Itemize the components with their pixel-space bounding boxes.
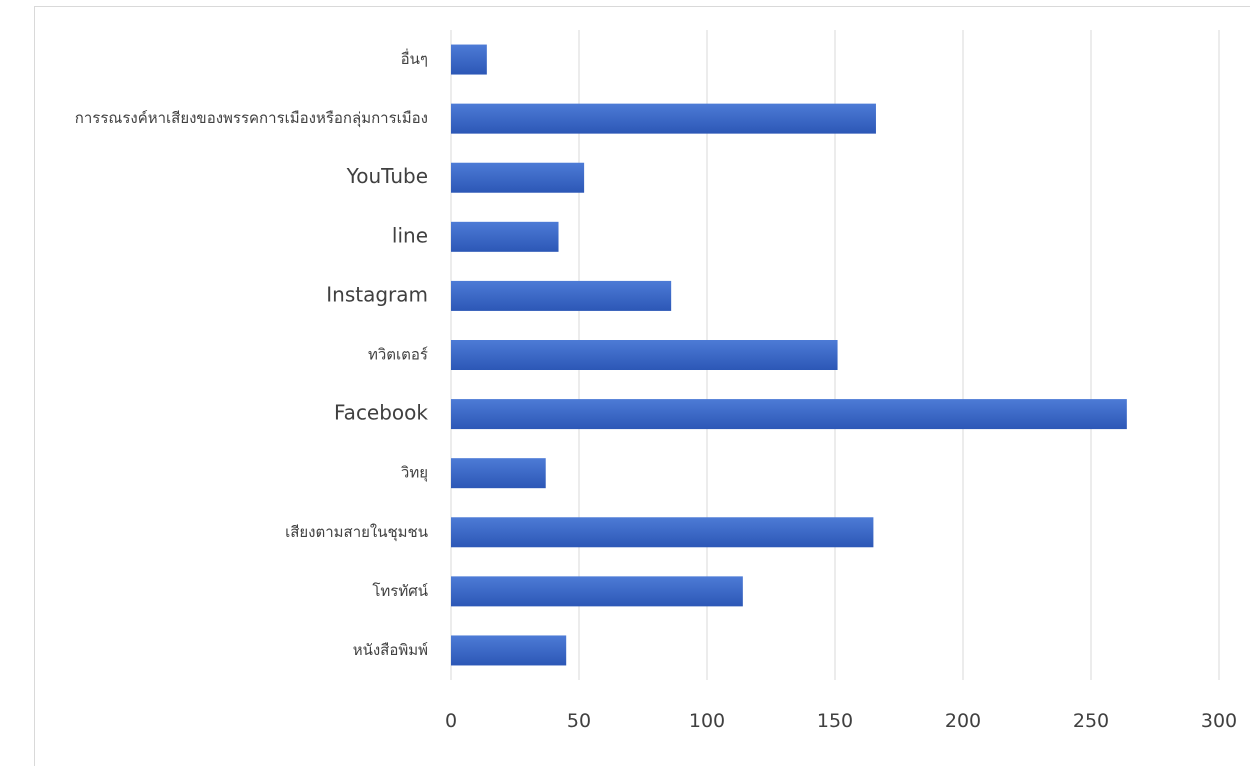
bar xyxy=(451,517,874,548)
bar xyxy=(451,635,567,666)
category-label: Facebook xyxy=(334,401,428,425)
category-label: อื่นๆ xyxy=(401,48,428,68)
category-label: YouTube xyxy=(346,164,428,188)
category-label: ทวิตเตอร์ xyxy=(368,346,428,364)
category-label: วิทยุ xyxy=(400,464,428,483)
x-tick-label: 300 xyxy=(1201,710,1237,732)
x-tick-label: 250 xyxy=(1073,710,1109,732)
x-tick-label: 0 xyxy=(445,710,457,732)
x-tick-label: 50 xyxy=(567,710,591,732)
bar xyxy=(451,458,546,489)
bar xyxy=(451,576,743,607)
x-tick-label: 150 xyxy=(817,710,853,732)
category-label: line xyxy=(392,223,428,247)
bar xyxy=(451,399,1127,430)
category-label: การรณรงค์หาเสียงของพรรคการเมืองหรือกลุ่ม… xyxy=(75,109,428,128)
x-axis-tick-labels: 0 50 100 150 200 250 300 xyxy=(445,710,1237,732)
bar xyxy=(451,103,876,134)
category-label: Instagram xyxy=(326,282,428,306)
bar xyxy=(451,221,559,252)
bar xyxy=(451,162,585,193)
x-tick-label: 200 xyxy=(945,710,981,732)
bar xyxy=(451,280,672,311)
x-tick-label: 100 xyxy=(689,710,725,732)
bars xyxy=(451,44,1127,666)
category-label: หนังสือพิมพ์ xyxy=(353,641,428,659)
category-labels: อื่นๆการรณรงค์หาเสียงของพรรคการเมืองหรือ… xyxy=(75,48,429,659)
bar xyxy=(451,340,838,370)
category-label: โทรทัศน์ xyxy=(372,582,428,600)
bar xyxy=(451,44,487,75)
category-label: เสียงตามสายในชุมชน xyxy=(285,523,428,542)
